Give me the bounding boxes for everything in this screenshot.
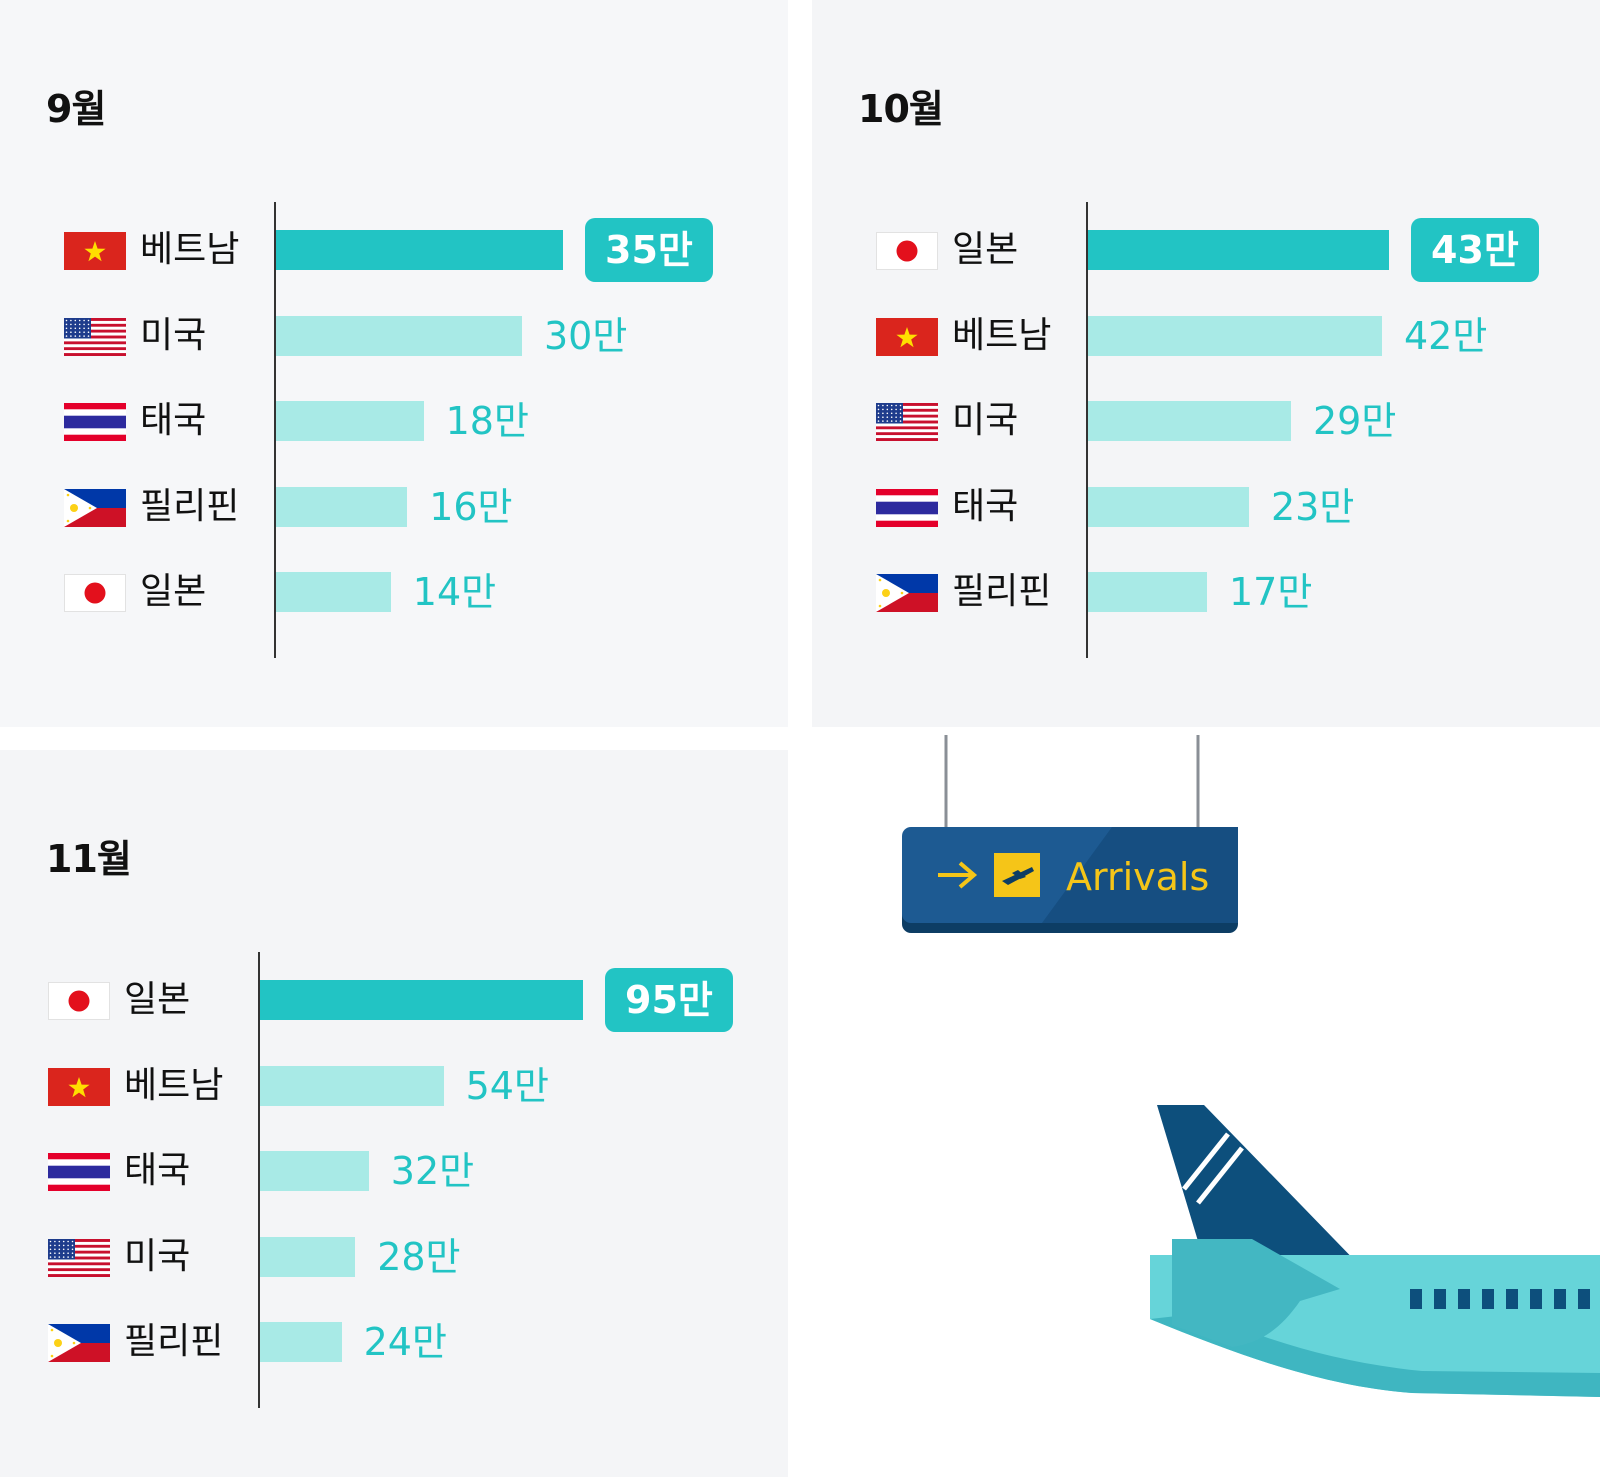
bar <box>260 1322 342 1362</box>
country-label: 필리핀 <box>124 1321 224 1362</box>
usa-flag-icon <box>876 403 938 442</box>
bar <box>276 486 408 527</box>
chart-axis <box>258 952 260 1408</box>
bar <box>1088 572 1207 612</box>
vietnam-flag-icon <box>48 1067 110 1106</box>
arrivals-sign: Arrivals <box>902 827 1238 933</box>
top-value-badge: 35만 <box>585 218 713 282</box>
country-label: 미국 <box>140 314 207 356</box>
bar <box>1088 230 1389 270</box>
japan-flag-icon <box>64 574 126 612</box>
bar <box>276 230 563 270</box>
value-label: 18만 <box>445 399 529 443</box>
thailand-flag-icon <box>48 1153 110 1191</box>
usa-flag-icon <box>64 317 126 356</box>
airplane-illustration <box>1150 1105 1600 1397</box>
month-title: 9월 <box>46 87 106 131</box>
vietnam-flag-icon <box>876 317 938 356</box>
bar <box>260 1151 369 1191</box>
value-label: 24만 <box>363 1320 447 1364</box>
country-label: 필리핀 <box>140 485 240 527</box>
bar <box>260 1065 444 1106</box>
philippines-flag-icon <box>48 1324 110 1362</box>
bar <box>276 572 391 612</box>
month-title: 10월 <box>858 87 944 131</box>
sign-text: Arrivals <box>1066 855 1209 899</box>
arrivals-illustration: Arrivals <box>902 735 1600 1397</box>
value-label: 32만 <box>390 1149 475 1193</box>
value-label: 29만 <box>1313 399 1397 443</box>
value-label: 54만 <box>465 1063 549 1108</box>
thailand-flag-icon <box>876 488 938 527</box>
bar <box>276 401 424 441</box>
country-label: 태국 <box>124 1150 191 1191</box>
country-label: 태국 <box>140 400 207 441</box>
bar <box>1088 486 1249 527</box>
philippines-flag-icon <box>64 488 126 527</box>
country-label: 베트남 <box>140 229 240 270</box>
chart-axis <box>274 202 276 658</box>
country-label: 일본 <box>124 979 191 1020</box>
japan-flag-icon <box>876 232 938 270</box>
value-label: 14만 <box>412 570 497 614</box>
country-label: 태국 <box>952 485 1019 527</box>
bar <box>260 1236 356 1277</box>
top-value-badge: 43만 <box>1411 218 1539 282</box>
philippines-flag-icon <box>876 574 938 612</box>
japan-flag-icon <box>48 982 110 1020</box>
top-value-badge: 95만 <box>605 968 733 1032</box>
chart-axis <box>1086 202 1088 658</box>
country-label: 필리핀 <box>952 571 1052 612</box>
country-label: 일본 <box>952 229 1019 270</box>
usa-flag-icon <box>48 1238 110 1277</box>
bar <box>260 980 583 1020</box>
arrow-right-icon <box>938 861 978 889</box>
airplane-windows <box>1410 1289 1590 1309</box>
country-label: 미국 <box>952 400 1019 441</box>
country-label: 미국 <box>124 1235 191 1277</box>
value-label: 30만 <box>544 313 628 358</box>
country-label: 베트남 <box>124 1064 224 1106</box>
value-label: 28만 <box>377 1234 461 1279</box>
airplane-icon <box>994 853 1040 897</box>
country-label: 베트남 <box>952 314 1052 356</box>
vietnam-flag-icon <box>64 232 126 270</box>
value-label: 42만 <box>1404 313 1488 358</box>
value-label: 23만 <box>1271 484 1355 529</box>
bar <box>276 315 522 356</box>
bar <box>1088 401 1291 441</box>
month-title: 11월 <box>46 837 132 881</box>
value-label: 16만 <box>429 484 513 529</box>
value-label: 17만 <box>1229 570 1313 614</box>
country-label: 일본 <box>140 571 207 612</box>
bar <box>1088 315 1382 356</box>
thailand-flag-icon <box>64 403 126 441</box>
